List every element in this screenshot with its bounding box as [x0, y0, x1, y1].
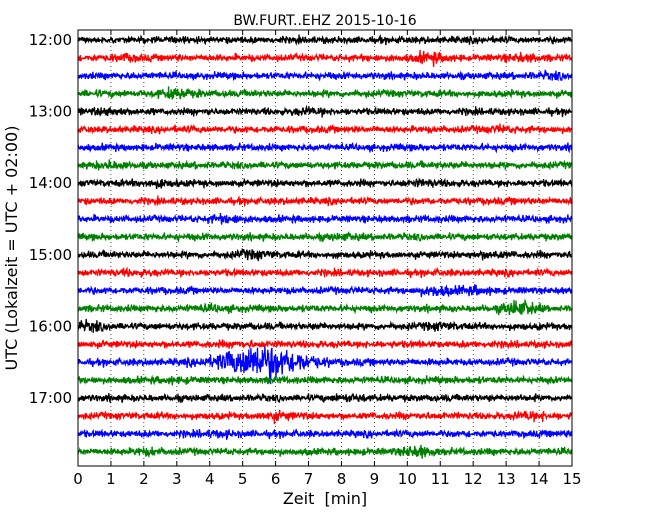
seismogram-trace — [77, 104, 573, 118]
x-axis-ticks: 0 1 2 3 4 5 6 7 8 9 10 11 12 13 14 15 — [73, 30, 582, 488]
x-tick-label: 3 — [172, 470, 182, 488]
seismogram-trace — [77, 338, 573, 350]
y-axis-ticks: 12:00 13:00 14:00 15:00 16:00 17:00 — [29, 31, 572, 407]
x-tick-label: 8 — [337, 470, 347, 488]
seismogram-trace — [77, 409, 573, 425]
seismogram-trace — [77, 86, 573, 100]
seismogram-trace — [77, 49, 573, 68]
x-tick-label: 6 — [271, 470, 281, 488]
y-tick-label: 14:00 — [29, 174, 72, 192]
x-tick-label: 14 — [530, 470, 549, 488]
x-tick-label: 11 — [431, 470, 450, 488]
seismogram-trace — [77, 318, 573, 333]
seismogram-trace — [77, 123, 573, 135]
x-tick-label: 1 — [106, 470, 116, 488]
y-tick-label: 13:00 — [29, 103, 72, 121]
grid-lines — [110, 30, 540, 466]
y-axis-label: UTC (Lokalzeit = UTC + 02:00) — [2, 126, 21, 371]
seismogram-trace — [77, 392, 573, 404]
seismogram-trace — [77, 444, 573, 459]
seismogram-trace — [77, 33, 573, 46]
x-tick-label: 9 — [370, 470, 380, 488]
plot-frame — [77, 29, 573, 467]
seismogram-trace — [77, 266, 573, 279]
y-tick-label: 17:00 — [29, 389, 72, 407]
seismogram-trace — [77, 159, 573, 171]
x-tick-label: 2 — [139, 470, 149, 488]
seismogram-trace — [77, 428, 573, 440]
x-tick-label: 15 — [562, 470, 581, 488]
seismogram-trace — [77, 231, 573, 244]
y-tick-label: 12:00 — [29, 31, 72, 49]
y-tick-label: 16:00 — [29, 317, 72, 335]
seismogram-trace — [77, 374, 573, 386]
seismogram-trace — [77, 177, 573, 190]
seismogram-traces — [77, 33, 573, 459]
seismogram-trace — [77, 195, 573, 207]
seismogram-trace — [77, 69, 573, 82]
x-tick-label: 10 — [398, 470, 417, 488]
x-tick-label: 4 — [205, 470, 215, 488]
y-tick-label: 15:00 — [29, 246, 72, 264]
seismogram-trace — [77, 284, 573, 298]
seismogram-trace — [77, 298, 573, 316]
x-tick-label: 7 — [304, 470, 314, 488]
chart-title: BW.FURT..EHZ 2015-10-16 — [233, 13, 416, 29]
x-tick-label: 13 — [497, 470, 516, 488]
x-axis-label: Zeit [min] — [283, 489, 367, 508]
x-tick-label: 12 — [464, 470, 483, 488]
seismogram-trace — [77, 141, 573, 154]
x-tick-label: 5 — [238, 470, 248, 488]
seismogram-trace — [77, 212, 573, 225]
seismogram-trace — [77, 247, 573, 262]
seismogram-trace — [77, 346, 573, 385]
x-tick-label: 0 — [73, 470, 83, 488]
